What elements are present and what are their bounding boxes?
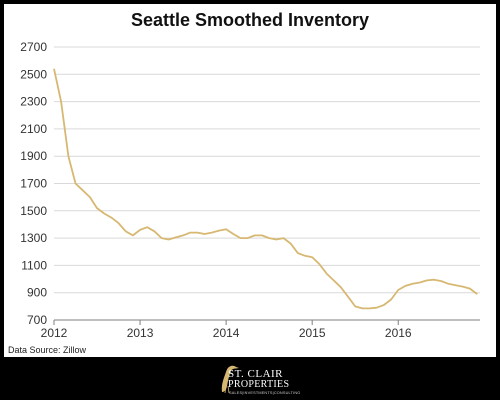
x-tick-label: 2015: [299, 326, 326, 340]
y-tick-label: 700: [27, 313, 47, 327]
y-tick-label: 900: [27, 286, 47, 300]
chart-title: Seattle Smoothed Inventory: [130, 10, 370, 30]
line-chart: 700 900 1100 1300 1500 1700 1900 2100 2300 2500 27…: [20, 40, 480, 340]
y-tick-label: 2500: [20, 67, 47, 81]
y-tick-label: 1700: [20, 177, 47, 191]
inventory-series-line: [53, 68, 478, 310]
heron-logo-icon: [221, 365, 239, 394]
y-tick-label: 1500: [20, 204, 47, 218]
x-tick-label: 2013: [127, 326, 154, 340]
brand-line-1: ST. CLAIR: [228, 368, 284, 380]
y-tick-label: 1300: [20, 231, 47, 245]
brand-line-2: PROPERTIES: [228, 379, 290, 390]
y-tick-label: 2700: [20, 40, 47, 54]
y-tick-label: 1100: [21, 258, 47, 272]
chart-panel: Seattle Smoothed Inventory Data Source: …: [4, 4, 496, 357]
y-tick-label: 2300: [20, 95, 47, 109]
x-tick-label: 2016: [385, 326, 412, 340]
y-tick-label: 2100: [20, 122, 47, 136]
brand-line-3: SALES|INVESTMENTS|CONSULTING: [229, 391, 301, 395]
x-tick-label: 2012: [41, 326, 68, 340]
x-tick-label: 2014: [213, 326, 240, 340]
y-tick-label: 1900: [20, 149, 47, 163]
data-source-note: Data Source: Zillow: [8, 345, 87, 355]
